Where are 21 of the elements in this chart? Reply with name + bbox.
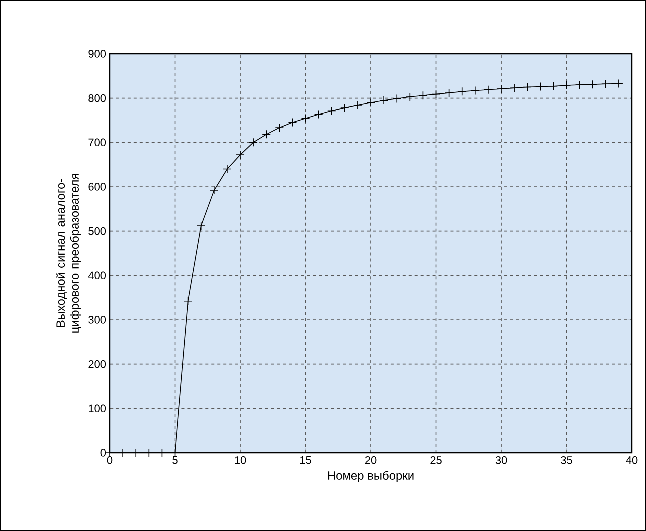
x-tick-label: 15 <box>300 456 312 464</box>
x-tick-label: 0 <box>107 456 113 464</box>
x-tick-label: 35 <box>561 456 572 464</box>
y-tick-label: 700 <box>88 138 106 147</box>
x-tick-label: 5 <box>172 456 178 464</box>
y-tick-label: 100 <box>89 404 106 413</box>
x-tick-label: 10 <box>235 456 246 464</box>
y-tick-label: 0 <box>100 449 106 457</box>
x-tick-label: 20 <box>365 456 377 464</box>
y-tick-label: 900 <box>88 50 106 58</box>
x-tick-label: 30 <box>496 456 508 464</box>
y-axis-title: Выходной сигнал аналого-цифрового преобразователя <box>56 174 82 333</box>
y-tick-label: 600 <box>88 183 106 191</box>
x-tick-label: 25 <box>430 456 442 464</box>
y-tick-label: 300 <box>88 316 106 324</box>
y-tick-label: 500 <box>88 227 106 236</box>
x-tick-label: 40 <box>626 456 638 464</box>
y-tick-label: 400 <box>88 272 106 280</box>
y-tick-label: 200 <box>88 360 106 368</box>
y-tick-label: 800 <box>88 94 106 102</box>
x-axis-title: Номер выборки <box>328 471 414 482</box>
